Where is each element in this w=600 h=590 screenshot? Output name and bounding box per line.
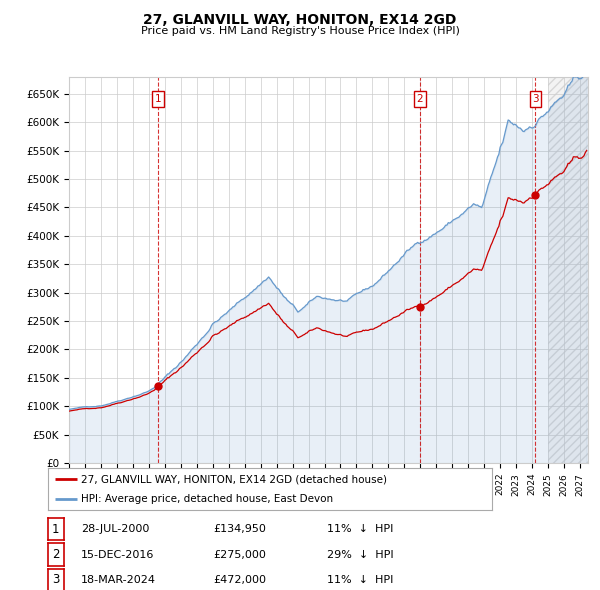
Text: 27, GLANVILL WAY, HONITON, EX14 2GD: 27, GLANVILL WAY, HONITON, EX14 2GD bbox=[143, 13, 457, 27]
Text: 29%  ↓  HPI: 29% ↓ HPI bbox=[327, 550, 394, 559]
Text: £472,000: £472,000 bbox=[213, 575, 266, 585]
Text: 11%  ↓  HPI: 11% ↓ HPI bbox=[327, 575, 394, 585]
Text: 3: 3 bbox=[532, 94, 539, 104]
Text: 11%  ↓  HPI: 11% ↓ HPI bbox=[327, 525, 394, 534]
Text: Price paid vs. HM Land Registry's House Price Index (HPI): Price paid vs. HM Land Registry's House … bbox=[140, 26, 460, 36]
Text: 2: 2 bbox=[52, 548, 59, 561]
Text: HPI: Average price, detached house, East Devon: HPI: Average price, detached house, East… bbox=[82, 494, 334, 504]
Text: 2: 2 bbox=[416, 94, 423, 104]
Text: 1: 1 bbox=[155, 94, 161, 104]
Text: 3: 3 bbox=[52, 573, 59, 586]
Text: 15-DEC-2016: 15-DEC-2016 bbox=[81, 550, 154, 559]
Text: 1: 1 bbox=[52, 523, 59, 536]
Text: 18-MAR-2024: 18-MAR-2024 bbox=[81, 575, 156, 585]
Text: £134,950: £134,950 bbox=[213, 525, 266, 534]
Text: 28-JUL-2000: 28-JUL-2000 bbox=[81, 525, 149, 534]
Text: 27, GLANVILL WAY, HONITON, EX14 2GD (detached house): 27, GLANVILL WAY, HONITON, EX14 2GD (det… bbox=[82, 474, 388, 484]
Text: £275,000: £275,000 bbox=[213, 550, 266, 559]
Bar bbox=[548, 77, 588, 463]
